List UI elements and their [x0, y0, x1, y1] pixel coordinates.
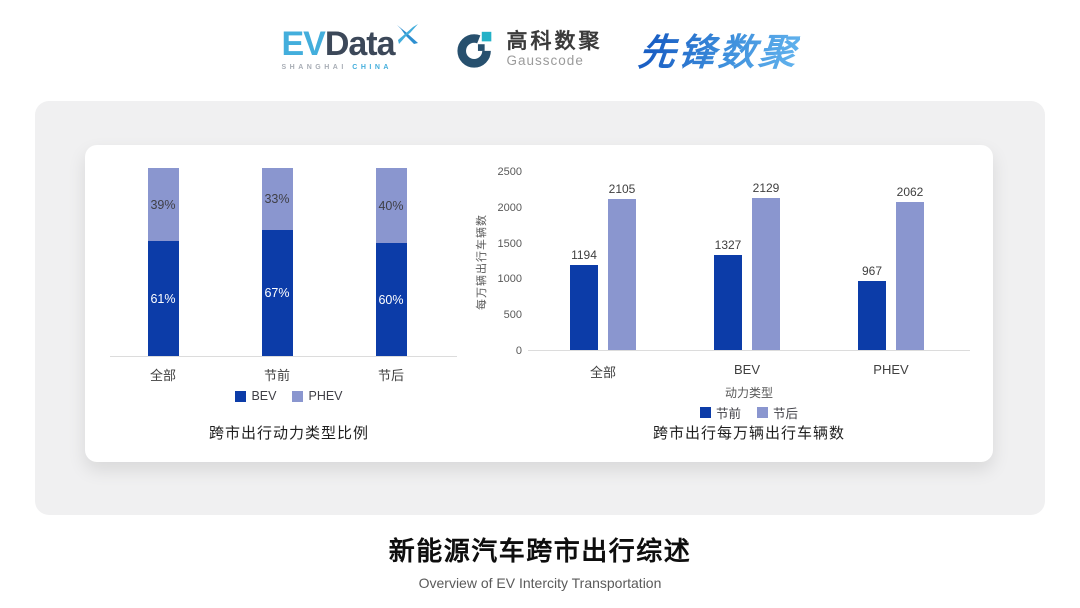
bar-segment-bev: 67%	[261, 230, 293, 356]
x-category-label: PHEV	[873, 362, 909, 377]
evdata-star-icon	[396, 24, 418, 44]
x-axis-title: 动力类型	[724, 386, 773, 400]
y-tick-label: 0	[515, 345, 522, 357]
grouped-chart-plot-area: 1194 2105 1327 2129 967 2062	[528, 172, 970, 351]
evdata-subtext: SHANGHAI CHINA	[281, 64, 419, 71]
bar-segment-phev: 33%	[261, 168, 293, 231]
stacked-bar: 39% 61%	[147, 168, 179, 356]
y-tick-label: 1500	[497, 237, 522, 250]
legend-item: 节前	[699, 403, 741, 422]
gausscode-en-text: Gausscode	[506, 52, 584, 68]
bar-segment-bev: 61%	[147, 241, 179, 356]
bar-节后	[608, 199, 636, 350]
charts-card: 39% 61% 33% 67% 40% 60% 全部 节前 节后 BEV PHEV 跨市出行动力…	[85, 145, 993, 462]
evdata-data-text: Data	[324, 25, 396, 63]
header-logos: EV Data SHANGHAI CHINA 高科数聚 Gausscode	[0, 22, 1080, 76]
gausscode-g-icon	[456, 31, 491, 68]
stacked-chart-title: 跨市出行动力类型比例	[208, 425, 369, 442]
x-category-label: 节后	[377, 368, 405, 383]
bar-节前	[714, 255, 742, 350]
bar-节前	[570, 264, 598, 350]
footer-title-block: 新能源汽车跨市出行综述 Overview of EV Intercity Tra…	[0, 531, 1080, 591]
y-tick-label: 2500	[497, 166, 522, 178]
x-category-label: BEV	[733, 362, 761, 377]
y-tick-label: 500	[503, 309, 522, 322]
bar-segment-phev: 39%	[147, 168, 179, 242]
y-tick-label: 1000	[497, 273, 522, 286]
y-tick-label: 2000	[497, 201, 522, 214]
stacked-chart-plot-area: 39% 61% 33% 67% 40% 60%	[110, 168, 457, 357]
bar-value-label: 2129	[752, 180, 780, 195]
grouped-chart-legend: 节前 节后	[528, 403, 970, 422]
evdata-shanghai-text: SHANGHAI	[281, 64, 347, 71]
bar-节后	[896, 202, 924, 350]
legend-swatch	[292, 390, 304, 402]
gausscode-cn-text: 高科数聚	[506, 29, 603, 53]
bar-节前	[858, 280, 886, 350]
legend-label: PHEV	[308, 389, 343, 403]
legend-label: 节前	[715, 407, 741, 421]
grouped-chart-x-axis: 全部 BEV PHEV	[528, 362, 970, 380]
x-category-label: 节前	[263, 368, 291, 383]
bar-value-label: 2105	[608, 182, 636, 197]
bar-value-label: 1194	[571, 247, 597, 262]
evdata-china-text: CHINA	[352, 64, 392, 71]
gausscode-text: 高科数聚 Gausscode	[507, 30, 603, 69]
stacked-bar-chart: 39% 61% 33% 67% 40% 60% 全部 节前 节后 BEV PHEV 跨市出行动力…	[108, 160, 470, 450]
gausscode-logo: 高科数聚 Gausscode	[456, 28, 603, 70]
x-category-label: 全部	[149, 368, 177, 383]
bar-value-label: 2062	[896, 185, 924, 200]
xianfeng-logo: 先锋数聚	[636, 22, 802, 76]
legend-label: BEV	[251, 389, 277, 403]
bar-segment-phev: 40%	[375, 168, 407, 244]
stacked-chart-x-axis: 全部 节前 节后	[110, 365, 457, 383]
bar-segment-bev: 60%	[375, 243, 407, 356]
x-category-label: 全部	[589, 365, 617, 380]
legend-swatch	[699, 407, 711, 418]
content-panel: 39% 61% 33% 67% 40% 60% 全部 节前 节后 BEV PHEV 跨市出行动力…	[35, 101, 1045, 515]
legend-label: 节后	[773, 407, 799, 421]
stacked-bar: 40% 60%	[375, 168, 407, 356]
stacked-bar: 33% 67%	[261, 168, 293, 356]
y-axis-ticks: 0 500 1000 1500 2000 2500	[460, 160, 522, 450]
grouped-bar-chart: 每万辆出行车辆数 0 500 1000 1500 2000 2500 1194 2105 13…	[460, 160, 975, 450]
bar-value-label: 1327	[714, 238, 742, 252]
page-subtitle: Overview of EV Intercity Transportation	[418, 575, 662, 591]
bar-节后	[752, 197, 780, 350]
evdata-logo: EV Data SHANGHAI CHINA	[281, 24, 419, 71]
legend-swatch	[757, 407, 768, 418]
legend-item: BEV	[235, 389, 276, 403]
legend-item: PHEV	[292, 389, 343, 403]
legend-item: 节后	[757, 403, 798, 422]
legend-swatch	[235, 390, 247, 402]
grouped-chart-title: 跨市出行每万辆出行车辆数	[652, 425, 845, 442]
evdata-wordmark: EV Data	[281, 24, 419, 63]
page-title: 新能源汽车跨市出行综述	[388, 536, 692, 566]
evdata-ev-text: EV	[281, 25, 325, 63]
stacked-chart-legend: BEV PHEV	[108, 389, 470, 403]
bar-value-label: 967	[861, 263, 883, 278]
